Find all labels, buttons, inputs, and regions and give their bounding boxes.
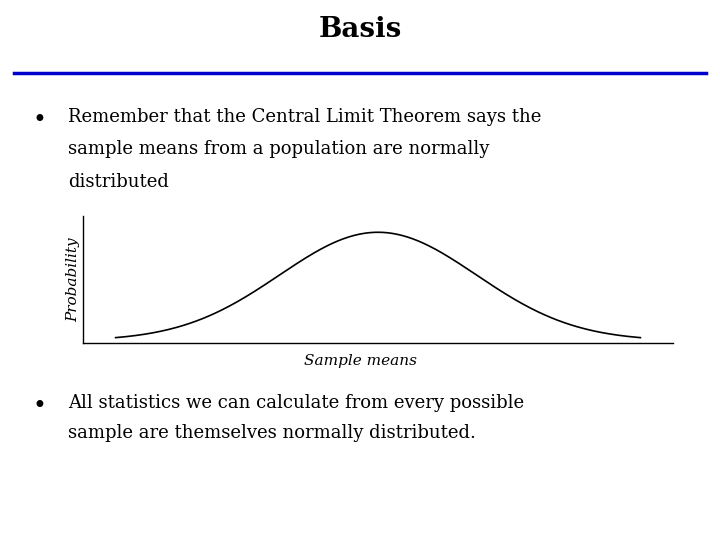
Text: Remember that the Central Limit Theorem says the: Remember that the Central Limit Theorem …	[68, 108, 541, 126]
Text: distributed: distributed	[68, 173, 169, 191]
Text: sample means from a population are normally: sample means from a population are norma…	[68, 140, 490, 158]
Text: All statistics we can calculate from every possible: All statistics we can calculate from eve…	[68, 394, 525, 412]
Text: Sample means: Sample means	[304, 354, 416, 368]
Text: •: •	[32, 108, 46, 132]
Text: •: •	[32, 394, 46, 418]
Text: sample are themselves normally distributed.: sample are themselves normally distribut…	[68, 424, 476, 442]
Text: Basis: Basis	[318, 16, 402, 43]
Y-axis label: Probability: Probability	[66, 237, 80, 322]
